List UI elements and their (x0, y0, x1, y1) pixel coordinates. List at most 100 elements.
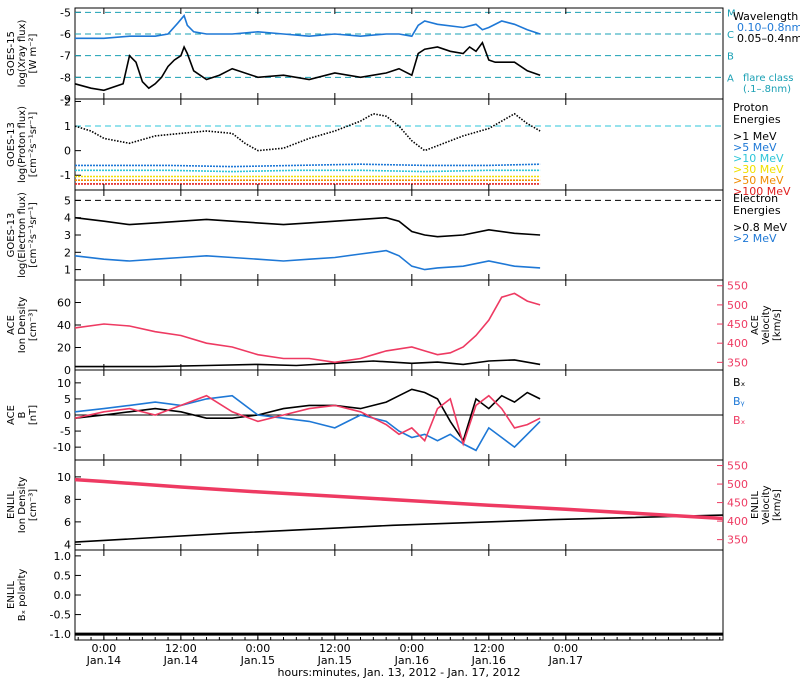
x-tick-time-label: 0:00 (399, 642, 424, 655)
y-right-tick-label: 450 (727, 318, 748, 331)
y-right-tick-label: 400 (727, 515, 748, 528)
y-right-tick-label: 450 (727, 497, 748, 510)
y-tick-label: -7 (60, 50, 71, 63)
y-axis-label: B (17, 411, 28, 418)
flare-class-label: M (727, 8, 736, 19)
legend-entry: 0.10–0.8nm (737, 21, 800, 34)
y-tick-label: 4 (64, 538, 71, 551)
x-tick-day-label: Jan.15 (317, 654, 352, 667)
y-axis-label: ACE (6, 315, 17, 335)
y-axis-label: [W m⁻²] (28, 33, 39, 73)
y-axis-label: log(Proton flux) (17, 106, 28, 183)
y-right-tick-label: 550 (727, 460, 748, 473)
legend-entry: >50 MeV (733, 174, 784, 187)
y-axis-label: log(Electron flux) (17, 192, 28, 278)
panel-frame (74, 189, 724, 281)
x-tick-time-label: 0:00 (553, 642, 578, 655)
y-right-tick-label: 550 (727, 280, 748, 293)
y-axis-label: Ion Density (17, 477, 28, 534)
legend-note: flare class (743, 73, 793, 84)
y-axis-label: [cm⁻²s⁻¹sr⁻¹] (28, 112, 39, 178)
y-right-tick-label: 350 (727, 534, 748, 547)
panel-enlil_polarity: -1.0 -0.5 0.0 0.5 1.0 ENLIL Bₓ polarity (6, 549, 724, 641)
panel-frame (74, 7, 724, 100)
y-right-axis-label: Velocity (761, 485, 772, 524)
y-axis-label: Bₓ polarity (17, 569, 28, 622)
y-tick-label: -0.5 (50, 609, 71, 622)
x-tick-day-label: Jan.16 (394, 654, 429, 667)
legend-note: (.1–.8nm) (743, 84, 791, 95)
y-axis-label: ENLIL (6, 581, 17, 609)
panel-goes13p: -1 0 1 2 GOES-13 log(Proton flux) [cm⁻²s⁻¹sr⁻¹… (6, 95, 791, 198)
y-right-axis-label: [km/s] (772, 489, 783, 521)
y-tick-label: 8 (64, 493, 71, 506)
legend-entry: >2 MeV (733, 232, 777, 245)
legend-entry: >10 MeV (733, 152, 784, 165)
x-tick-day-label: Jan.17 (548, 654, 583, 667)
y-tick-label: 10 (57, 471, 71, 484)
y-tick-label: 0 (64, 409, 71, 422)
y-right-axis-label: ENLIL (750, 491, 761, 519)
y-axis-label: GOES-13 (6, 213, 17, 258)
series-line (75, 359, 541, 368)
y-tick-label: 2 (64, 246, 71, 259)
legend-entry: >0.8 MeV (733, 221, 787, 234)
y-tick-label: 40 (57, 319, 71, 332)
legend-title: Energies (733, 204, 781, 217)
y-tick-label: 0 (64, 145, 71, 158)
y-axis-label: GOES-13 (6, 122, 17, 167)
y-right-axis-label: Velocity (761, 305, 772, 344)
y-right-tick-label: 400 (727, 337, 748, 350)
flare-class-label: C (727, 30, 734, 41)
legend-entry: Bₓ (733, 414, 746, 427)
series-line (74, 388, 541, 443)
legend-entry: >30 MeV (733, 163, 784, 176)
y-axis-label: [cm⁻³] (28, 309, 39, 341)
panel-goes15: -9 -8 -7 -6 -5 GOES-15 log(Xray flux) [W m⁻²] MC… (6, 6, 800, 106)
y-right-axis-label: ACE (750, 315, 761, 335)
series-line (74, 477, 724, 521)
series-line (75, 13, 541, 40)
x-tick-day-label: Jan.14 (163, 654, 198, 667)
y-tick-label: -10 (53, 441, 71, 454)
y-tick-label: -8 (60, 71, 71, 84)
y-right-tick-label: 500 (727, 478, 748, 491)
legend-entry: 0.05–0.4nm (737, 32, 800, 45)
x-tick-time-label: 12:00 (165, 642, 197, 655)
y-tick-label: 3 (64, 229, 71, 242)
y-axis-label: [cm⁻²s⁻¹sr⁻¹] (28, 202, 39, 268)
y-axis-label: Ion Density (17, 297, 28, 354)
x-tick-time-label: 0:00 (245, 642, 270, 655)
series-line (75, 169, 541, 173)
legend-title: Electron (733, 192, 778, 205)
y-axis-label: [cm⁻³] (28, 489, 39, 521)
y-right-tick-label: 350 (727, 356, 748, 369)
y-tick-label: 0.0 (54, 589, 72, 602)
panel-goes13e: 1 2 3 4 5 GOES-13 log(Electron flux) [cm⁻²s⁻¹sr… (6, 189, 787, 281)
panel-frame (74, 549, 724, 641)
y-tick-label: 1.0 (54, 550, 72, 563)
y-tick-label: -1.0 (50, 628, 71, 641)
legend-title: Proton (733, 101, 768, 114)
y-axis-label: [nT] (28, 405, 39, 425)
series-line (74, 216, 541, 238)
x-tick-day-label: Jan.16 (471, 654, 506, 667)
legend-entry: >100 MeV (733, 185, 791, 198)
y-tick-label: 4 (64, 212, 71, 225)
panel-frame (74, 279, 724, 371)
y-right-axis-label: [km/s] (772, 309, 783, 341)
series-line (74, 514, 724, 543)
y-tick-label: 2 (64, 95, 71, 108)
y-tick-label: 5 (64, 194, 71, 207)
x-tick-time-label: 12:00 (473, 642, 505, 655)
x-tick-day-label: Jan.15 (240, 654, 275, 667)
legend-entry: >1 MeV (733, 130, 777, 143)
series-line (74, 249, 541, 271)
series-line (74, 394, 541, 447)
x-tick-time-label: 0:00 (92, 642, 117, 655)
y-tick-label: 10 (57, 377, 71, 390)
series-line (75, 163, 541, 168)
